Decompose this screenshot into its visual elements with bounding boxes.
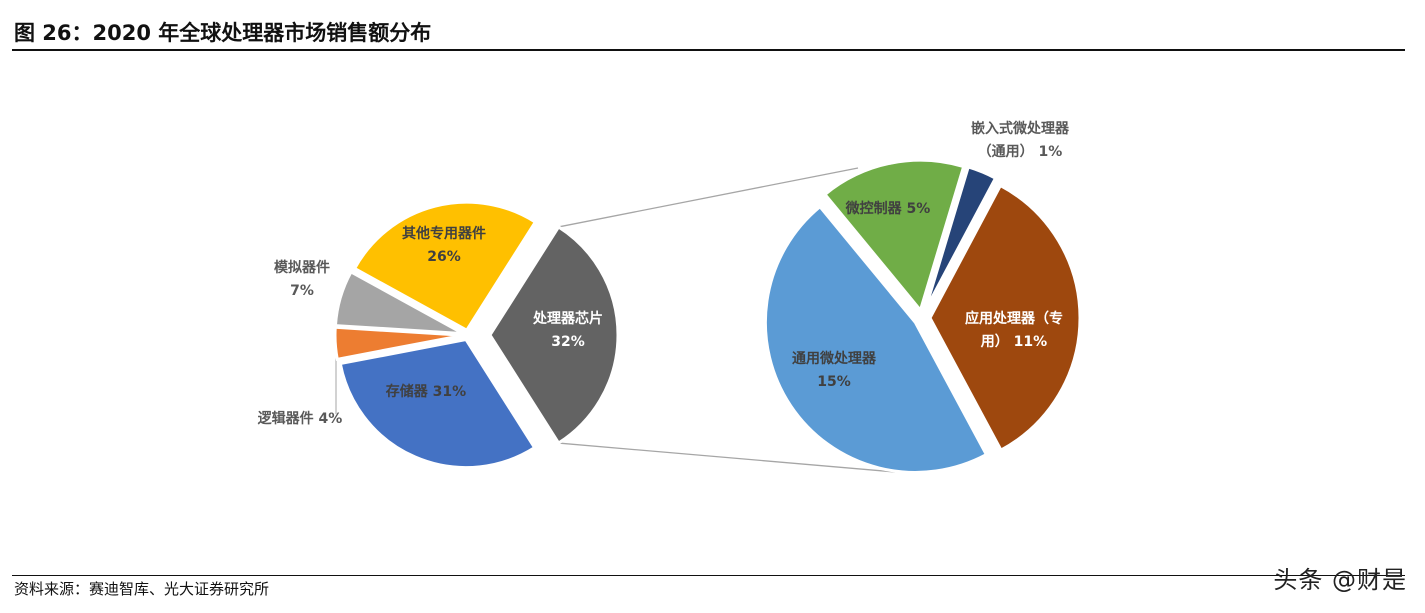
breakdown-pie (763, 158, 1082, 474)
label-mcu: 微控制器 5% (845, 200, 931, 217)
label-proc-line: 处理器芯片 (532, 310, 603, 327)
main-pie-slice-2 (333, 325, 464, 362)
label-embedded-line: 嵌入式微处理器 (971, 120, 1070, 137)
label-storage: 存储器 31% (386, 383, 466, 400)
breakdown-pie-slice-1 (822, 158, 966, 314)
label-app-line: 应用处理器（专 (965, 310, 1063, 327)
label-general-line: 15% (817, 374, 851, 390)
main-pie-slice-4 (352, 200, 538, 333)
label-other: 其他专用器件 26% (402, 225, 486, 265)
label-logic: 逻辑器件 4% (258, 410, 343, 427)
label-other-line: 26% (427, 249, 461, 265)
connector-line-bottom (558, 442, 896, 473)
label-app: 应用处理器（专用） 11% (965, 310, 1063, 350)
source-note: 资料来源：赛迪智库、光大证券研究所 (14, 580, 270, 598)
breakdown-pie-slice-2 (923, 165, 998, 312)
main-pie-slice-1 (338, 337, 537, 470)
watermark: 头条 @财是 (1273, 566, 1407, 594)
label-other-line: 其他专用器件 (402, 225, 486, 242)
chart-title: 图 26：2020 年全球处理器市场销售额分布 (14, 21, 432, 45)
label-embedded: 嵌入式微处理器 （通用） 1% (971, 120, 1070, 160)
label-storage-line: 存储器 31% (386, 383, 466, 400)
label-proc-line: 32% (551, 334, 585, 350)
label-general-line: 通用微处理器 (792, 350, 877, 367)
label-embedded-line: （通用） 1% (978, 144, 1063, 160)
label-logic-line: 逻辑器件 4% (258, 410, 343, 427)
source-rule (12, 575, 1405, 576)
main-pie-slice-0 (488, 224, 620, 446)
label-analog-line: 模拟器件 (274, 259, 330, 276)
main-pie-slice-3 (333, 269, 464, 336)
label-analog: 模拟器件 7% (274, 259, 330, 299)
breakdown-pie-slice-0 (763, 204, 989, 474)
main-pie (333, 200, 620, 470)
connector-line-top (558, 167, 859, 228)
label-analog-line: 7% (290, 283, 314, 299)
label-proc: 处理器芯片 32% (532, 310, 603, 350)
label-app-line: 用） 11% (981, 334, 1047, 350)
title-rule (12, 49, 1405, 51)
label-general: 通用微处理器 15% (792, 350, 877, 390)
slice-labels: 处理器芯片 32% 存储器 31% 逻辑器件 4% 模拟器件 7% 其他专用器件 26% 通用微… (258, 120, 1070, 427)
label-mcu-line: 微控制器 5% (845, 200, 931, 217)
breakdown-pie-slice-3 (928, 183, 1082, 453)
